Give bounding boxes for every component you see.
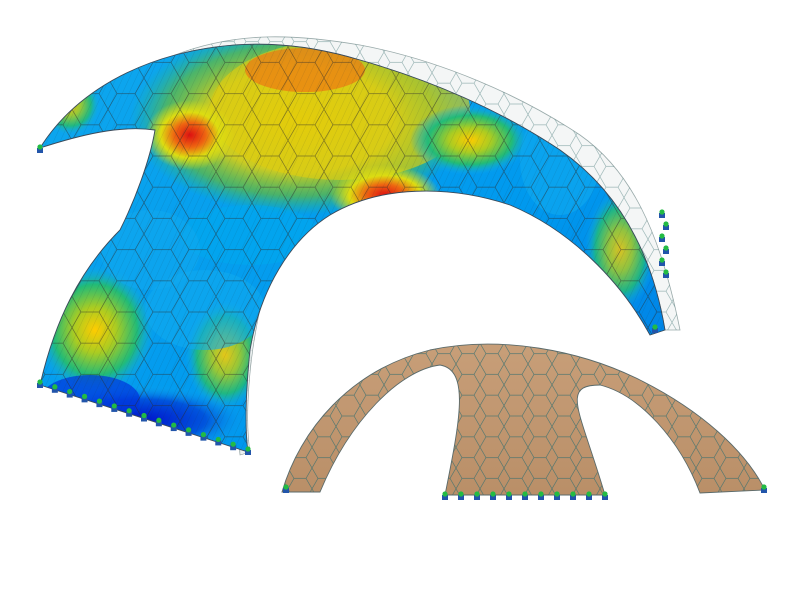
support-node (81, 393, 88, 403)
support-node (111, 403, 118, 412)
support-node (458, 491, 464, 500)
support-node (586, 491, 592, 500)
support-node (659, 209, 665, 218)
support-node (761, 484, 767, 493)
support-node (245, 446, 251, 455)
support-node (215, 436, 222, 446)
support-node (490, 491, 496, 500)
shell-supports (37, 144, 669, 455)
support-node (283, 484, 289, 493)
support-node (230, 441, 237, 451)
support-node (37, 379, 43, 388)
support-node (538, 491, 544, 500)
support-node (663, 245, 669, 254)
support-node (200, 432, 207, 441)
support-node (155, 417, 162, 427)
support-node (66, 388, 73, 398)
support-node (663, 269, 669, 278)
support-node (170, 422, 177, 432)
support-node (554, 491, 560, 500)
support-node (602, 491, 608, 500)
support-node (659, 233, 665, 242)
support-node (185, 427, 192, 436)
support-node (96, 398, 103, 408)
support-node (442, 491, 448, 500)
support-node (570, 491, 576, 500)
support-node (663, 221, 669, 230)
support-node (522, 491, 528, 500)
support-node (51, 384, 58, 393)
support-node (141, 412, 147, 422)
support-node (37, 144, 43, 153)
support-node (474, 491, 480, 500)
support-node (506, 491, 512, 500)
support-node (652, 324, 658, 333)
timber-gridshell-model (281, 343, 767, 500)
support-node (659, 257, 665, 266)
support-node (126, 408, 133, 417)
gridshell-supports (283, 484, 767, 500)
